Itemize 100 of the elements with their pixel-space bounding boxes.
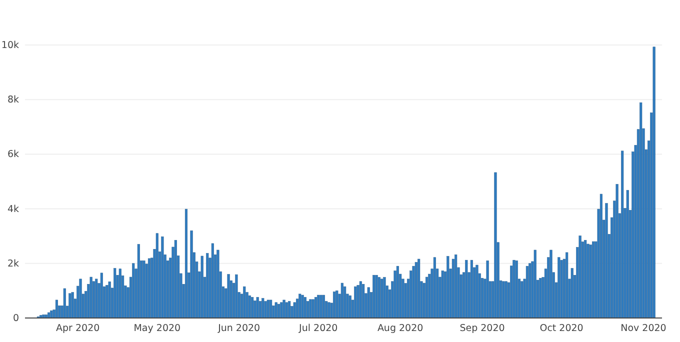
bar — [486, 260, 489, 318]
x-tick-label: Apr 2020 — [56, 323, 100, 334]
bar — [44, 314, 48, 318]
bar — [48, 312, 50, 318]
bar — [277, 304, 280, 318]
bar — [512, 260, 516, 318]
bar — [293, 302, 296, 318]
x-tick-label: Nov 2020 — [620, 323, 666, 334]
bar — [566, 252, 568, 318]
bar — [79, 278, 82, 318]
bar — [63, 288, 66, 318]
bar — [90, 276, 92, 318]
bar — [264, 301, 267, 318]
bar — [380, 278, 384, 318]
bar — [282, 300, 286, 318]
bar — [502, 281, 505, 318]
bar — [200, 256, 204, 318]
bar — [256, 297, 259, 318]
bar — [425, 276, 428, 318]
x-tick-label: Oct 2020 — [540, 323, 584, 334]
bar — [270, 300, 272, 318]
bar — [254, 300, 256, 318]
bar — [243, 286, 246, 318]
bar — [539, 278, 542, 318]
bar — [336, 290, 338, 318]
bar — [584, 240, 587, 318]
x-tick-label: Jul 2020 — [298, 323, 338, 334]
bar — [578, 236, 582, 318]
bar — [433, 257, 436, 318]
bar — [142, 260, 146, 318]
bar — [418, 258, 420, 318]
bar — [106, 285, 108, 318]
bar — [174, 240, 177, 318]
bar — [211, 243, 214, 318]
bar — [528, 263, 532, 318]
bar — [515, 260, 518, 318]
bar — [340, 282, 344, 318]
bar — [470, 260, 473, 318]
bar — [494, 172, 497, 318]
bar — [298, 294, 302, 318]
bar — [504, 281, 508, 318]
bar — [137, 244, 140, 318]
bar — [454, 254, 458, 318]
bar — [190, 230, 193, 318]
bar — [55, 300, 58, 318]
bar — [534, 250, 536, 318]
bar — [526, 266, 528, 318]
bar — [452, 258, 454, 318]
bar — [108, 282, 111, 318]
bar — [266, 300, 270, 318]
bar — [378, 277, 380, 318]
y-tick-label: 0 — [12, 313, 19, 324]
bar — [118, 268, 122, 318]
bar — [616, 184, 618, 318]
bar — [592, 241, 595, 318]
bar — [367, 287, 370, 318]
bar — [586, 244, 590, 318]
bar — [344, 286, 346, 318]
bar — [396, 266, 399, 318]
bar — [570, 268, 574, 318]
bar — [476, 264, 478, 318]
bar — [235, 274, 238, 318]
bar — [348, 295, 352, 318]
bar — [227, 274, 230, 318]
bar — [320, 294, 322, 318]
x-tick-label: Sep 2020 — [460, 323, 505, 334]
bar — [258, 301, 262, 318]
bar — [560, 260, 563, 318]
bar — [446, 256, 450, 318]
bar — [589, 244, 592, 318]
bar — [114, 268, 116, 318]
x-tick-label: Aug 2020 — [377, 323, 424, 334]
bar — [322, 294, 325, 318]
bar — [280, 302, 283, 318]
bar — [288, 301, 291, 318]
y-tick-label: 10k — [1, 40, 20, 52]
bar — [206, 253, 209, 318]
bar — [262, 298, 264, 318]
bar — [605, 203, 608, 318]
bar — [372, 274, 376, 318]
bar — [50, 310, 53, 318]
bar — [71, 292, 74, 318]
bar — [465, 260, 468, 318]
bar — [550, 250, 552, 318]
bar — [375, 274, 378, 318]
bar — [441, 270, 444, 318]
bar — [301, 294, 304, 318]
bar — [312, 299, 314, 318]
bar — [100, 272, 103, 318]
bar — [314, 297, 318, 318]
bar — [161, 236, 164, 318]
bar — [356, 285, 360, 318]
bar — [600, 194, 602, 318]
bar — [558, 257, 560, 318]
bar — [317, 294, 320, 318]
bar — [626, 190, 629, 318]
bar — [359, 281, 362, 318]
bar — [251, 297, 254, 318]
bar — [132, 263, 135, 318]
bar — [216, 250, 220, 318]
